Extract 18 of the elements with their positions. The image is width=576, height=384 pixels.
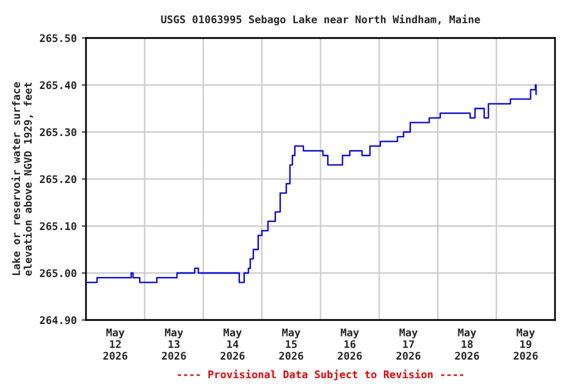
y-tick-label: 265.30	[40, 128, 76, 136]
x-tick-label: May 16 2026	[338, 328, 362, 360]
y-tick-label: 265.40	[40, 81, 76, 90]
y-tick-label: 265.50	[40, 34, 76, 42]
x-tick-label: May 14 2026	[220, 328, 245, 360]
y-tick-label: 265.20	[40, 175, 76, 184]
x-tick-label: May 13 2026	[162, 328, 186, 360]
x-tick-label: May 18 2026	[455, 328, 480, 360]
text: ---- Provisional Data Subject to Revision ----	[178, 370, 464, 380]
y-tick-label: 265.10	[40, 222, 76, 230]
x-tick-label: May 19 2026	[514, 328, 538, 360]
x-tick-label: May 15 2026	[279, 328, 304, 360]
y-tick-label: 264.90	[40, 316, 76, 324]
chart-title: USGS 01063995 Sebago Lake near North Windham, Maine	[161, 14, 480, 26]
y-tick-label: 265.00	[40, 269, 76, 278]
x-tick-label: May 17 2026	[396, 328, 420, 360]
y-axis-title: Lake or reservoir water surface elevation above NGVD 1929, feet	[11, 82, 34, 276]
x-tick-label: May 12 2026	[103, 328, 128, 360]
